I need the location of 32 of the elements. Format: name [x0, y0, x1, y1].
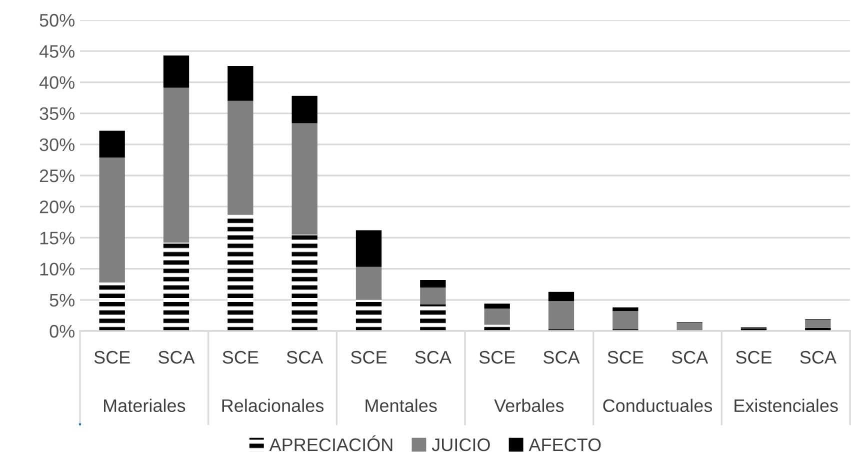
y-tick-label: 25% [40, 169, 74, 182]
text: Existenciales [734, 398, 838, 412]
y-tick-label: 20% [40, 200, 74, 214]
x-tick-label: SCE [94, 350, 130, 364]
y-tick-label: 35% [40, 107, 74, 120]
x-tick-label: SCA [286, 350, 324, 364]
y-tick-label: 5% [50, 294, 74, 307]
x-tick-label: SCE [608, 350, 644, 364]
legend-label: AFECTO [528, 438, 601, 452]
text: Relacionales [222, 398, 324, 412]
text: Conductuales [603, 398, 712, 412]
legend-label: JUICIO [432, 438, 490, 452]
x-tick-label: SCA [672, 350, 708, 364]
text: Verbales [494, 398, 564, 412]
x-tick-label: SCA [544, 350, 580, 364]
x-tick-label: SCE [736, 350, 772, 364]
y-tick-label: 40% [39, 76, 74, 89]
x-tick-label: SCA [800, 350, 836, 364]
y-tick-label: 30% [40, 138, 74, 152]
x-tick-label: SCE [222, 350, 258, 364]
legend-label: APRECIACIÓN [269, 435, 392, 452]
x-tick-label: SCA [415, 350, 452, 364]
y-tick-label: 10% [40, 262, 74, 276]
x-tick-label: SCE [351, 350, 387, 364]
y-tick-label: 15% [40, 232, 74, 244]
y-tick-label: 45% [39, 45, 74, 58]
x-tick-label: SCA [158, 350, 195, 364]
y-tick-label: 0% [50, 324, 74, 338]
y-tick-label: 50% [40, 14, 74, 27]
text: Materiales [104, 398, 186, 412]
text: Mentales [366, 398, 437, 412]
x-tick-label: SCE [479, 350, 515, 364]
